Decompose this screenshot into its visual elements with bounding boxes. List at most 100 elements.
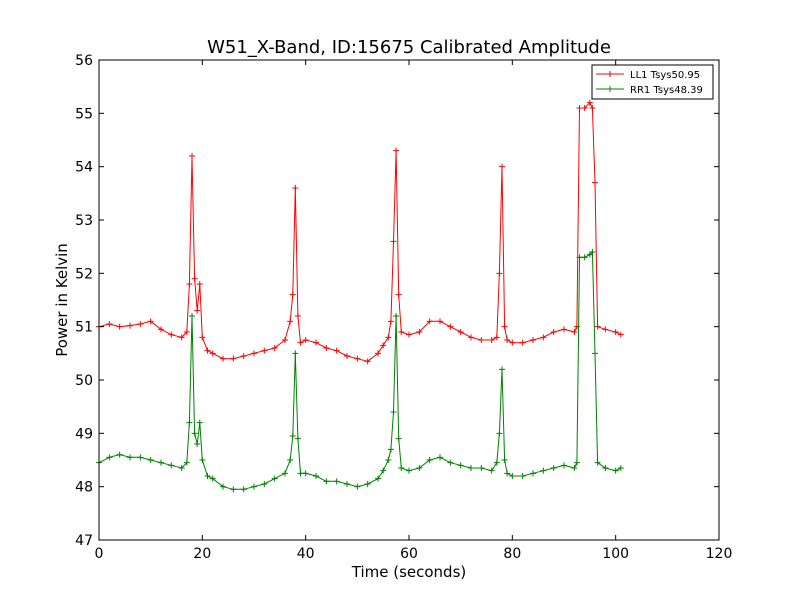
- data-point: [586, 99, 593, 106]
- data-point: [468, 465, 474, 471]
- data-point: [416, 329, 423, 335]
- data-point: [199, 334, 206, 341]
- data-point: [220, 483, 226, 490]
- data-point: [540, 334, 547, 341]
- data-point: [282, 470, 288, 477]
- data-point: [287, 318, 294, 325]
- data-point: [158, 459, 164, 466]
- x-axis: 0 20 40 60 80 100 120: [95, 60, 732, 562]
- data-point: [323, 345, 330, 351]
- data-point: [457, 329, 464, 335]
- data-point: [571, 465, 578, 471]
- data-point: [437, 454, 443, 461]
- data-point: [509, 339, 516, 346]
- data-point: [294, 313, 301, 319]
- data-point: [478, 465, 485, 471]
- data-point: [196, 281, 203, 287]
- data-point: [390, 409, 397, 415]
- data-point: [240, 486, 247, 493]
- data-point: [375, 475, 381, 482]
- data-point: [586, 251, 593, 258]
- data-point: [186, 281, 193, 287]
- data-point: [488, 467, 495, 474]
- data-point: [501, 457, 508, 463]
- data-point: [292, 350, 299, 357]
- data-point: [550, 465, 557, 471]
- data-point: [530, 337, 536, 343]
- data-point: [302, 337, 309, 343]
- y-tick-label: 47: [75, 533, 93, 549]
- data-point: [189, 153, 195, 159]
- data-point: [106, 321, 113, 327]
- data-point: [194, 307, 201, 314]
- legend: LL1 Tsys50.95 RR1 Tsys48.39: [591, 64, 714, 100]
- data-point: [199, 457, 206, 463]
- data-point: [313, 473, 319, 479]
- data-point: [519, 339, 526, 346]
- data-point: [178, 465, 185, 471]
- data-point: [540, 467, 547, 474]
- legend-label: RR1 Tsys48.39: [630, 85, 703, 96]
- data-point: [387, 446, 394, 453]
- data-point: [261, 481, 268, 487]
- data-point: [426, 457, 433, 463]
- data-point: [158, 326, 164, 333]
- legend-box: [591, 64, 714, 100]
- series-2: [96, 249, 624, 493]
- data-point: [302, 470, 309, 477]
- data-point: [390, 238, 397, 245]
- data-point: [457, 462, 464, 469]
- data-point: [581, 105, 588, 111]
- data-point: [602, 465, 609, 471]
- x-tick-label: 20: [193, 546, 211, 562]
- y-tick-label: 51: [75, 320, 93, 336]
- data-point: [127, 454, 133, 461]
- data-point: [493, 459, 500, 466]
- data-point: [191, 275, 198, 282]
- data-point: [375, 350, 381, 357]
- data-point: [509, 473, 516, 479]
- data-point: [147, 457, 154, 463]
- x-tick-label: 60: [400, 546, 418, 562]
- data-point: [437, 318, 443, 325]
- data-point: [561, 462, 567, 469]
- data-point: [354, 483, 361, 490]
- data-point: [617, 465, 624, 471]
- data-point: [380, 467, 387, 474]
- legend-marker: [607, 86, 613, 92]
- y-tick-label: 53: [75, 213, 93, 229]
- data-point: [240, 353, 247, 359]
- data-point: [261, 347, 268, 354]
- x-axis-label: Time (seconds): [351, 563, 467, 581]
- data-point: [426, 318, 433, 325]
- data-point: [364, 358, 371, 365]
- series-line: [98, 101, 622, 362]
- data-point: [191, 430, 198, 437]
- data-point: [612, 467, 619, 474]
- data-point: [168, 331, 175, 338]
- data-point: [147, 318, 154, 325]
- data-point: [406, 467, 412, 474]
- data-point: [333, 347, 340, 354]
- data-point: [313, 339, 319, 346]
- x-tick-label: 40: [297, 546, 315, 562]
- data-point: [602, 326, 609, 333]
- data-point: [271, 345, 278, 351]
- y-tick-label: 52: [75, 266, 93, 282]
- data-point: [209, 350, 216, 357]
- data-point: [380, 342, 387, 349]
- data-point: [116, 451, 123, 458]
- data-point: [393, 313, 400, 319]
- data-point: [496, 430, 503, 437]
- data-point: [189, 313, 195, 319]
- data-point: [354, 355, 361, 362]
- data-point: [297, 470, 304, 477]
- data-point: [447, 323, 454, 330]
- data-point: [196, 419, 203, 426]
- data-point: [496, 270, 503, 277]
- x-tick-label: 0: [95, 546, 104, 562]
- data-point: [499, 163, 505, 170]
- series-layer: [96, 99, 624, 493]
- y-axis: 47 48 49 50 51 52 53 54 55 56: [75, 53, 719, 549]
